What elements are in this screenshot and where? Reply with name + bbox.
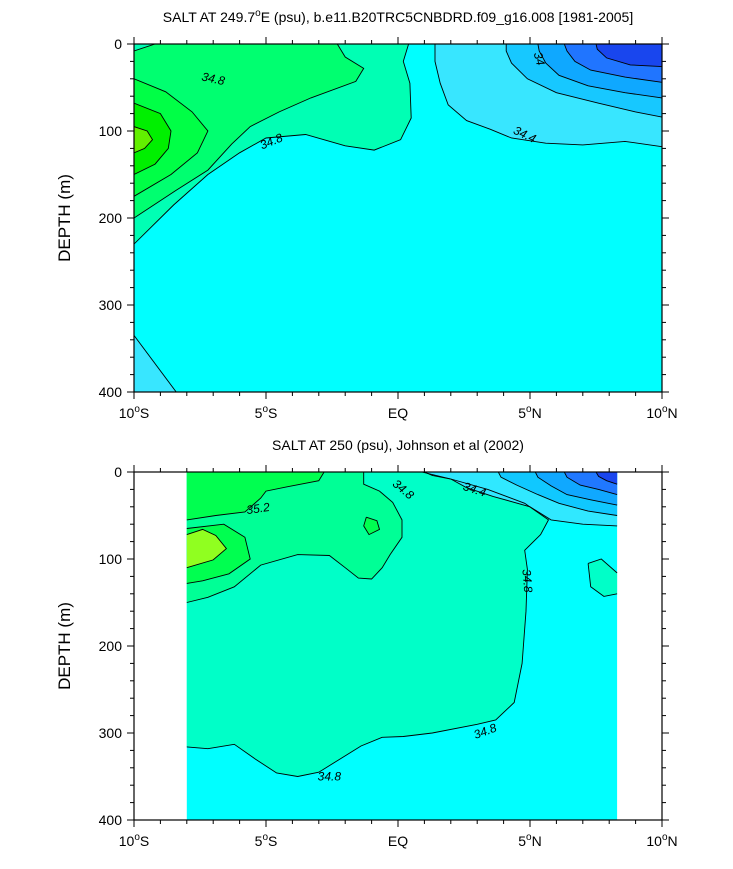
salinity-region-35-2 [363,517,380,535]
contour-line [186,528,228,569]
x-tick-label: EQ [388,405,408,421]
salinity-region-35-4 [186,529,227,568]
contour-line [534,472,618,506]
x-tick-label: 5oN [518,404,541,421]
chart-title: SALT AT 249.7oE (psu), b.e11.B20TRC5CNBD… [163,8,633,25]
contour-line [363,516,381,536]
contour-line [186,472,325,521]
contour-line [434,44,662,148]
contour-line [587,558,618,574]
salinity-region-33-6 [596,472,618,485]
x-tick-label: 10oN [646,832,677,849]
contour-line [563,472,618,496]
y-tick-label: 100 [99,123,123,139]
chart-title: SALT AT 250 (psu), Johnson et al (2002) [272,437,524,453]
salinity-region-34-8 [588,559,618,597]
salinity-region-35-2 [186,472,325,520]
contour-line [134,44,156,52]
contour-line [186,472,550,777]
contour-line [424,472,618,527]
salinity-region-33-6 [596,44,662,67]
contour-label: 35.2 [246,500,271,517]
contour-label: 34.8 [519,569,535,594]
y-tick-label: 300 [99,725,123,741]
contour-label: 34.8 [200,70,226,89]
contour-label: 34.8 [318,770,342,784]
contour-label: 34 [531,51,548,68]
salinity-region-35-2 [134,78,208,197]
x-tick-label: 10oS [119,404,149,421]
contour-label: 34.4 [461,479,488,500]
contour-line [595,472,618,485]
y-tick-label: 0 [114,36,122,52]
contour-line [497,472,618,516]
x-tick-label: EQ [388,833,408,849]
y-tick-label: 0 [114,464,122,480]
y-tick-label: 100 [99,551,123,567]
contour-line [134,44,412,245]
contour-line [134,44,365,219]
contour-line [134,78,209,197]
salinity-region-35-6 [134,126,153,153]
contour-line [505,44,662,118]
salinity-region-35-0 [134,44,364,218]
y-tick-label: 400 [99,812,123,828]
plot-area: 35.234.8 34.434.834.834.8 [186,472,618,820]
y-tick-label: 200 [99,210,123,226]
contour-line [134,102,172,175]
x-tick-label: 5oS [255,404,278,421]
x-tick-label: 5oN [518,832,541,849]
contour-line [537,44,662,99]
y-tick-label: 400 [99,384,123,400]
x-tick-label: 5oS [255,832,278,849]
contour-line [587,563,618,597]
contour-line [134,126,154,154]
contour-line [595,44,662,68]
y-axis-label: DEPTH (m) [55,174,74,262]
y-tick-label: 200 [99,638,123,654]
x-tick-label: 10oN [646,404,677,421]
contour-line [186,523,251,584]
contour-line [563,44,662,83]
x-tick-label: 10oS [119,832,149,849]
y-axis-label: DEPTH (m) [55,602,74,690]
panel-observed-salinity: 35.234.8 34.434.834.834.8010020030040010o… [55,437,678,849]
y-tick-label: 300 [99,297,123,313]
contour-line [134,335,177,392]
contour-line [186,472,403,603]
